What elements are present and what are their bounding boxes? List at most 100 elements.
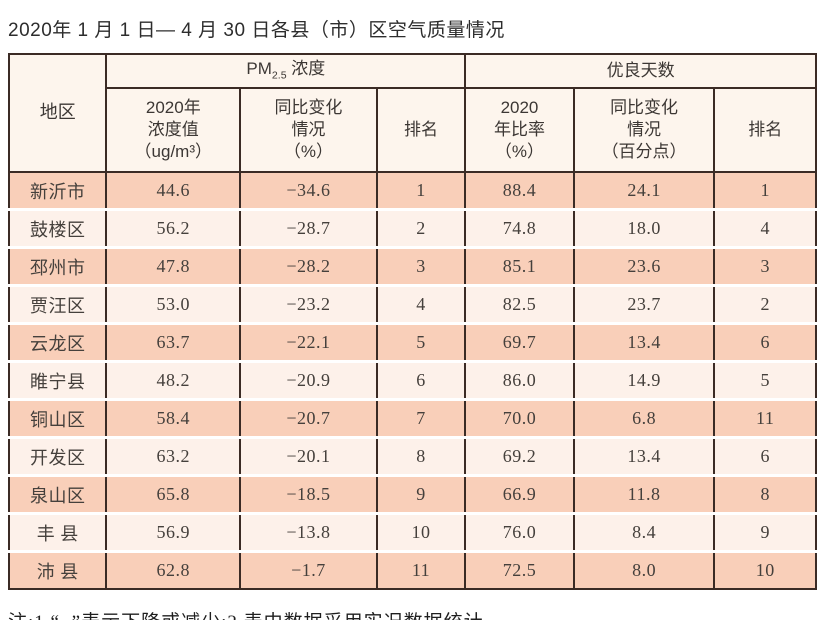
- header-pm-value: 2020年 浓度值 （ug/m³）: [105, 87, 242, 173]
- table-row: 泉山区 65.8 −18.5 9 66.9 11.8 8: [7, 474, 817, 514]
- cell-pm-change: −1.7: [239, 550, 378, 589]
- cell-pm-rank: 3: [375, 246, 467, 286]
- cell-good-ratio: 86.0: [464, 360, 575, 400]
- cell-good-rank: 10: [713, 550, 817, 589]
- cell-pm-rank: 9: [375, 474, 467, 514]
- cell-pm-value: 63.2: [105, 436, 242, 476]
- pm25-label-subscript: 2.5: [271, 69, 287, 82]
- cell-region: 丰 县: [7, 512, 108, 552]
- header-pm25-group: PM2.5 浓度: [105, 53, 467, 89]
- footnote: 注:1.“−”表示下降或减少;2.表中数据采用实况数据统计。: [8, 607, 825, 620]
- cell-pm-value: 56.9: [105, 512, 242, 552]
- cell-pm-change: −18.5: [239, 474, 378, 514]
- cell-pm-rank: 11: [375, 550, 467, 589]
- cell-region: 铜山区: [7, 398, 108, 438]
- cell-region: 鼓楼区: [7, 208, 108, 248]
- header-region: 地区: [7, 53, 108, 173]
- cell-good-ratio: 70.0: [464, 398, 575, 438]
- header-good-rank: 排名: [713, 87, 817, 173]
- header-good-change: 同比变化 情况 （百分点）: [572, 87, 716, 173]
- cell-pm-rank: 2: [375, 208, 467, 248]
- cell-region: 贾汪区: [7, 284, 108, 324]
- cell-good-change: 11.8: [572, 474, 716, 514]
- cell-region: 新沂市: [7, 172, 108, 210]
- cell-good-ratio: 82.5: [464, 284, 575, 324]
- cell-pm-change: −13.8: [239, 512, 378, 552]
- table-row: 新沂市 44.6 −34.6 1 88.4 24.1 1: [7, 172, 817, 210]
- cell-pm-value: 56.2: [105, 208, 242, 248]
- cell-good-ratio: 69.2: [464, 436, 575, 476]
- sub-header-row: 2020年 浓度值 （ug/m³） 同比变化 情况 （%） 排名 2020 年比…: [9, 87, 817, 173]
- cell-good-ratio: 85.1: [464, 246, 575, 286]
- cell-pm-change: −22.1: [239, 322, 378, 362]
- cell-good-rank: 9: [713, 512, 817, 552]
- cell-good-rank: 1: [713, 172, 817, 210]
- pm25-label-prefix: PM: [246, 59, 272, 79]
- cell-good-ratio: 72.5: [464, 550, 575, 589]
- table-row: 鼓楼区 56.2 −28.7 2 74.8 18.0 4: [7, 208, 817, 248]
- cell-good-change: 23.7: [572, 284, 716, 324]
- cell-region: 云龙区: [7, 322, 108, 362]
- header-pm-change: 同比变化 情况 （%）: [239, 87, 378, 173]
- group-header-row: 地区 PM2.5 浓度 优良天数: [7, 53, 817, 173]
- cell-good-change: 24.1: [572, 172, 716, 210]
- cell-good-change: 8.4: [572, 512, 716, 552]
- cell-good-change: 6.8: [572, 398, 716, 438]
- header-good-days-group: 优良天数: [464, 53, 817, 89]
- cell-region: 沛 县: [7, 550, 108, 589]
- cell-good-ratio: 66.9: [464, 474, 575, 514]
- cell-good-rank: 2: [713, 284, 817, 324]
- cell-good-rank: 3: [713, 246, 817, 286]
- cell-pm-rank: 7: [375, 398, 467, 438]
- cell-pm-value: 48.2: [105, 360, 242, 400]
- cell-good-rank: 5: [713, 360, 817, 400]
- cell-good-change: 13.4: [572, 436, 716, 476]
- page-title: 2020年 1 月 1 日— 4 月 30 日各县（市）区空气质量情况: [8, 20, 505, 41]
- header-pm-rank: 排名: [375, 87, 467, 173]
- cell-pm-change: −20.9: [239, 360, 378, 400]
- table-body: 新沂市 44.6 −34.6 1 88.4 24.1 1 鼓楼区 56.2 −28.7 2 74.8 1…: [7, 172, 817, 589]
- table-row: 开发区 63.2 −20.1 8 69.2 13.4 6: [7, 436, 817, 476]
- cell-good-rank: 4: [713, 208, 817, 248]
- cell-good-change: 14.9: [572, 360, 716, 400]
- cell-good-ratio: 69.7: [464, 322, 575, 362]
- table-row: 铜山区 58.4 −20.7 7 70.0 6.8 11: [7, 398, 817, 438]
- cell-good-ratio: 74.8: [464, 208, 575, 248]
- cell-pm-value: 58.4: [105, 398, 242, 438]
- cell-pm-change: −23.2: [239, 284, 378, 324]
- cell-good-ratio: 88.4: [464, 172, 575, 210]
- cell-pm-rank: 10: [375, 512, 467, 552]
- table-row: 云龙区 63.7 −22.1 5 69.7 13.4 6: [7, 322, 817, 362]
- cell-pm-value: 47.8: [105, 246, 242, 286]
- cell-good-change: 23.6: [572, 246, 716, 286]
- cell-good-change: 18.0: [572, 208, 716, 248]
- cell-region: 睢宁县: [7, 360, 108, 400]
- air-quality-table: 地区 PM2.5 浓度 优良天数 2020年 浓度值 （ug/m³） 同比变化 …: [7, 53, 817, 590]
- cell-pm-change: −20.7: [239, 398, 378, 438]
- cell-good-ratio: 76.0: [464, 512, 575, 552]
- table-row: 睢宁县 48.2 −20.9 6 86.0 14.9 5: [7, 360, 817, 400]
- cell-region: 泉山区: [7, 474, 108, 514]
- table-row: 丰 县 56.9 −13.8 10 76.0 8.4 9: [7, 512, 817, 552]
- cell-pm-change: −20.1: [239, 436, 378, 476]
- cell-region: 邳州市: [7, 246, 108, 286]
- cell-pm-change: −28.2: [239, 246, 378, 286]
- cell-pm-rank: 1: [375, 172, 467, 210]
- cell-pm-value: 63.7: [105, 322, 242, 362]
- cell-good-rank: 6: [713, 322, 817, 362]
- table-row: 贾汪区 53.0 −23.2 4 82.5 23.7 2: [7, 284, 817, 324]
- cell-good-rank: 8: [713, 474, 817, 514]
- cell-pm-value: 62.8: [105, 550, 242, 589]
- cell-good-change: 8.0: [572, 550, 716, 589]
- cell-pm-change: −34.6: [239, 172, 378, 210]
- cell-pm-rank: 5: [375, 322, 467, 362]
- cell-good-rank: 6: [713, 436, 817, 476]
- cell-pm-rank: 6: [375, 360, 467, 400]
- cell-pm-value: 53.0: [105, 284, 242, 324]
- table-header: 地区 PM2.5 浓度 优良天数 2020年 浓度值 （ug/m³） 同比变化 …: [7, 53, 817, 173]
- header-good-ratio: 2020 年比率 （%）: [464, 87, 575, 173]
- cell-good-change: 13.4: [572, 322, 716, 362]
- cell-pm-rank: 8: [375, 436, 467, 476]
- cell-pm-value: 65.8: [105, 474, 242, 514]
- cell-pm-change: −28.7: [239, 208, 378, 248]
